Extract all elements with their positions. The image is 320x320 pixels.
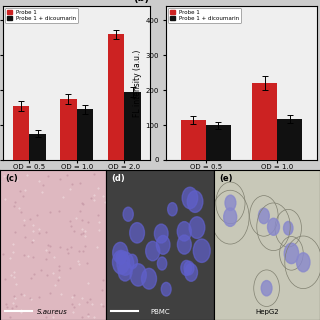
- Text: (e): (e): [220, 174, 233, 183]
- Point: [188, 45, 194, 51]
- Bar: [206, 125, 231, 160]
- Point: [239, 151, 244, 156]
- Circle shape: [284, 243, 299, 264]
- Point: [242, 9, 247, 14]
- Circle shape: [161, 282, 171, 296]
- Circle shape: [225, 195, 236, 211]
- Bar: [252, 83, 277, 160]
- Circle shape: [193, 239, 210, 262]
- Circle shape: [116, 251, 125, 265]
- Circle shape: [130, 264, 146, 286]
- Bar: [60, 99, 77, 160]
- Circle shape: [112, 250, 130, 274]
- Circle shape: [224, 208, 237, 227]
- Circle shape: [154, 224, 168, 243]
- Circle shape: [146, 241, 160, 261]
- Bar: [124, 92, 141, 160]
- Circle shape: [118, 262, 132, 281]
- Circle shape: [156, 236, 170, 254]
- Point: [198, 110, 204, 116]
- X-axis label: E.cloacae: E.cloacae: [222, 172, 262, 180]
- Bar: [29, 134, 46, 160]
- Point: [242, 169, 247, 174]
- Bar: [181, 120, 206, 160]
- Circle shape: [130, 223, 144, 243]
- Circle shape: [168, 203, 177, 216]
- X-axis label: S.aureus: S.aureus: [59, 172, 95, 180]
- Point: [271, 16, 276, 21]
- Circle shape: [141, 268, 156, 289]
- Circle shape: [259, 208, 269, 224]
- Legend: Probe 1, Probe 1 + dicoumarin: Probe 1, Probe 1 + dicoumarin: [5, 8, 78, 23]
- Bar: [277, 119, 302, 160]
- Circle shape: [177, 222, 191, 241]
- Circle shape: [284, 221, 293, 235]
- Circle shape: [113, 242, 128, 263]
- Circle shape: [185, 264, 197, 281]
- Circle shape: [189, 217, 205, 238]
- Circle shape: [184, 261, 194, 275]
- Circle shape: [123, 207, 133, 221]
- Circle shape: [187, 191, 203, 212]
- Y-axis label: FL intensity (a.u.): FL intensity (a.u.): [133, 50, 142, 117]
- Circle shape: [181, 260, 192, 276]
- Bar: [77, 109, 93, 160]
- Circle shape: [157, 257, 167, 270]
- Text: (b): (b): [133, 0, 149, 3]
- Point: [160, 129, 165, 134]
- Circle shape: [297, 253, 310, 272]
- Text: HepG2: HepG2: [255, 309, 279, 316]
- Circle shape: [177, 235, 191, 254]
- Text: S.aureus: S.aureus: [37, 309, 68, 316]
- Circle shape: [261, 281, 272, 296]
- Circle shape: [117, 252, 134, 275]
- Point: [111, 122, 116, 127]
- Text: (c): (c): [5, 174, 18, 183]
- Point: [173, 22, 178, 27]
- Bar: [13, 106, 29, 160]
- Circle shape: [127, 254, 138, 269]
- Point: [167, 84, 172, 90]
- Point: [106, 94, 111, 99]
- Circle shape: [268, 218, 279, 235]
- Text: PBMC: PBMC: [150, 309, 170, 316]
- Text: (d): (d): [111, 174, 125, 183]
- Legend: Probe 1, Probe 1 + dicoumarin: Probe 1, Probe 1 + dicoumarin: [168, 8, 241, 23]
- Bar: [108, 34, 124, 160]
- Point: [141, 211, 146, 216]
- Circle shape: [182, 187, 198, 209]
